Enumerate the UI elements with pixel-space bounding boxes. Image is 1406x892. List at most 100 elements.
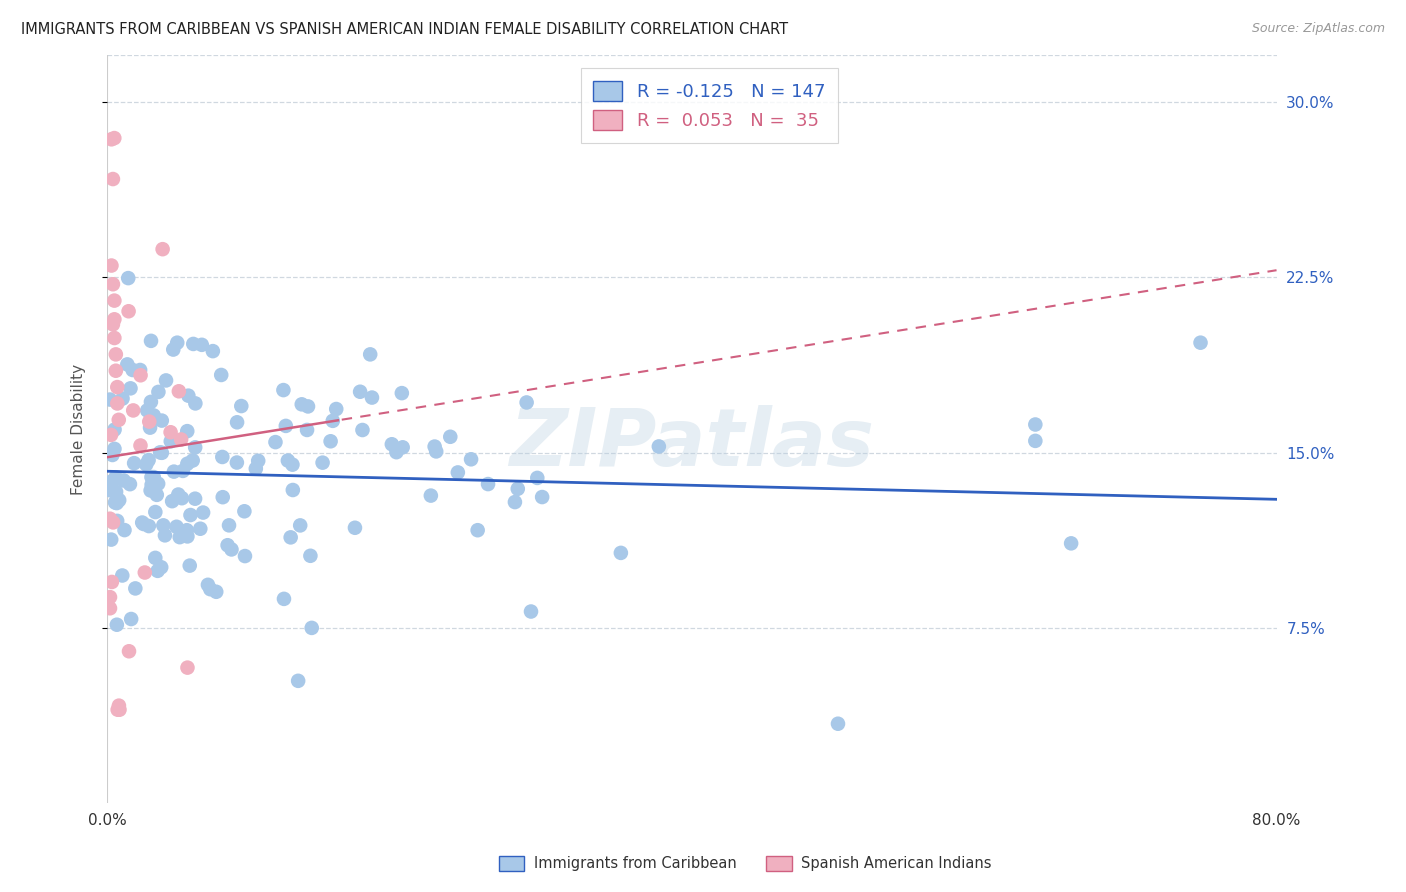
Point (247, 454, 270, 468)
Point (118, 644, 141, 658)
Point (129, 438, 152, 452)
Point (477, 477, 499, 491)
Point (134, 566, 156, 580)
Point (163, 465, 186, 479)
Point (423, 440, 446, 454)
Point (118, 477, 141, 491)
Point (120, 612, 142, 626)
Point (108, 493, 131, 508)
Point (419, 489, 441, 503)
Point (226, 415, 249, 429)
Point (162, 343, 184, 357)
Point (391, 440, 413, 454)
Point (100, 475, 122, 489)
Point (101, 277, 124, 292)
Point (290, 518, 312, 533)
Point (98, 483, 121, 498)
Point (526, 471, 548, 485)
Point (176, 523, 198, 537)
Point (129, 368, 152, 383)
Point (103, 312, 125, 326)
Point (146, 564, 169, 578)
Point (117, 304, 139, 318)
Point (201, 344, 224, 359)
Point (1024, 434, 1046, 448)
Point (141, 470, 163, 484)
Point (105, 396, 128, 410)
Point (105, 496, 128, 510)
Point (343, 521, 366, 535)
Point (311, 456, 333, 470)
Point (117, 271, 139, 285)
Point (467, 523, 489, 537)
Point (146, 476, 169, 491)
Point (281, 458, 304, 472)
Point (184, 441, 207, 455)
Point (105, 380, 128, 394)
Point (200, 582, 222, 597)
Point (176, 424, 198, 438)
Point (98, 392, 121, 407)
Point (132, 516, 155, 531)
Point (124, 582, 146, 596)
Point (166, 520, 188, 534)
Point (139, 334, 162, 348)
Point (101, 574, 124, 589)
Point (172, 464, 194, 478)
Text: Spanish American Indians: Spanish American Indians (801, 856, 991, 871)
Point (170, 491, 193, 506)
Point (245, 461, 267, 475)
Point (103, 131, 125, 145)
Point (101, 448, 124, 462)
Point (349, 384, 371, 399)
Point (166, 335, 188, 350)
Point (142, 470, 165, 484)
Point (146, 488, 169, 502)
Point (325, 402, 347, 417)
Text: ZIPatlas: ZIPatlas (509, 405, 875, 483)
Point (153, 528, 176, 542)
Point (131, 516, 153, 530)
Point (211, 450, 233, 464)
Point (143, 505, 166, 519)
Point (176, 457, 198, 471)
Point (277, 453, 299, 467)
Point (139, 395, 162, 409)
Point (103, 331, 125, 345)
Point (152, 242, 174, 256)
Point (169, 530, 191, 544)
Point (177, 389, 200, 403)
Point (233, 549, 256, 563)
Point (280, 530, 302, 544)
Point (159, 434, 181, 449)
Point (104, 472, 127, 486)
Point (361, 391, 384, 405)
Point (150, 446, 173, 460)
Point (148, 384, 170, 399)
Point (191, 506, 214, 520)
Point (101, 318, 124, 332)
Point (188, 522, 211, 536)
Point (117, 358, 139, 372)
Text: IMMIGRANTS FROM CARIBBEAN VS SPANISH AMERICAN INDIAN FEMALE DISABILITY CORRELATI: IMMIGRANTS FROM CARIBBEAN VS SPANISH AME… (21, 22, 789, 37)
Point (391, 386, 413, 401)
Point (381, 437, 404, 451)
Point (217, 538, 239, 552)
Point (139, 483, 162, 498)
Point (138, 415, 160, 429)
Point (184, 491, 207, 506)
Point (111, 392, 134, 406)
Point (179, 558, 201, 573)
Point (352, 423, 374, 437)
Point (233, 504, 256, 518)
Point (104, 364, 127, 378)
Point (122, 456, 145, 470)
Point (610, 546, 633, 560)
Point (273, 383, 295, 397)
Point (100, 132, 122, 146)
Point (103, 423, 125, 437)
Point (179, 508, 201, 522)
Point (221, 542, 243, 557)
Point (506, 482, 529, 496)
Point (503, 495, 526, 509)
